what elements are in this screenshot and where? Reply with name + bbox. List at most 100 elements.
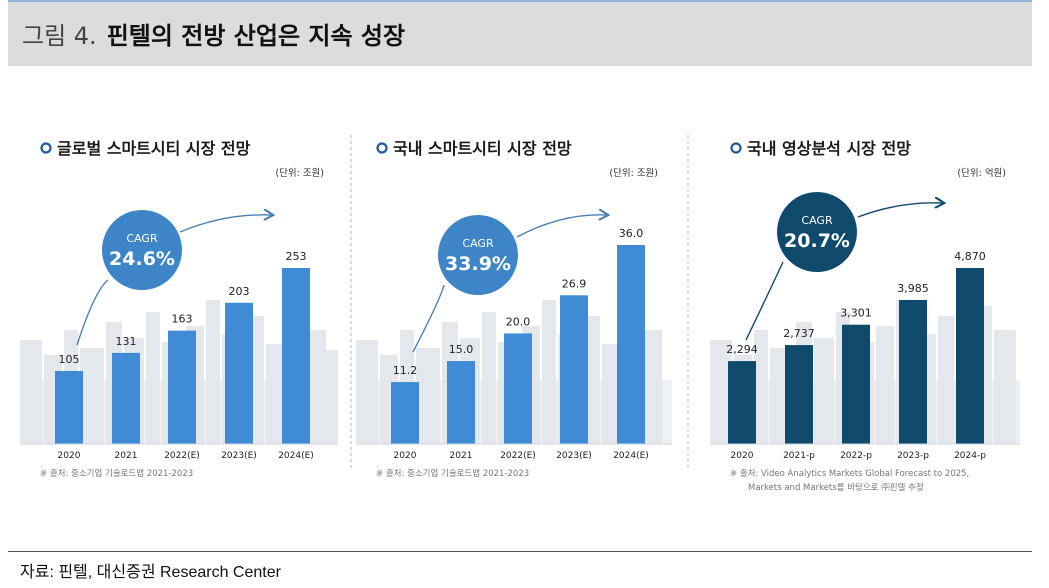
chart-unit: (단위: 조원) — [609, 167, 658, 179]
chart-panel-2: 국내 스마트시티 시장 전망 (단위: 조원) 11.2 2020 15.0 2021 20… — [356, 139, 672, 479]
bar-value-label: 253 — [286, 250, 307, 263]
growth-curve-line — [76, 279, 109, 346]
skyline-building — [640, 330, 662, 444]
bar-value-label: 2,294 — [726, 343, 758, 356]
growth-arrow-icon — [179, 215, 272, 233]
x-tick-label: 2023-p — [897, 451, 929, 461]
bar-value-label: 203 — [229, 285, 250, 298]
skyline-building — [938, 316, 954, 444]
bar-value-label: 15.0 — [449, 343, 474, 356]
growth-curve-line — [412, 284, 445, 353]
x-tick-label: 2020 — [58, 451, 81, 461]
title-bullet-icon — [376, 142, 388, 154]
footer-divider — [8, 551, 1032, 552]
figure-title: 그림 4. 핀텔의 전방 산업은 지속 성장 — [22, 16, 405, 51]
bar-2022(E) — [168, 330, 196, 444]
cagr-label: CAGR — [126, 232, 158, 245]
bar-2024(E) — [282, 268, 310, 444]
cagr-label: CAGR — [462, 237, 494, 250]
bar-2024-p — [956, 268, 984, 444]
bar-2021 — [447, 361, 475, 444]
bar-2022-p — [842, 324, 870, 444]
bar-value-label: 2,737 — [783, 327, 815, 340]
skyline-building — [416, 348, 440, 444]
x-tick-label: 2022(E) — [500, 451, 536, 461]
skyline-building — [754, 330, 768, 444]
growth-arrow-icon — [516, 215, 607, 238]
bar-value-label: 20.0 — [506, 315, 531, 328]
bar-2020 — [391, 382, 419, 444]
skyline-building — [814, 338, 834, 444]
title-bullet-icon — [730, 142, 742, 154]
bar-value-label: 26.9 — [562, 277, 587, 290]
x-tick-label: 2021-p — [783, 451, 815, 461]
bar-value-label: 163 — [172, 313, 193, 326]
figure-number: 그림 4. — [22, 22, 97, 50]
skyline-building — [710, 340, 732, 444]
x-tick-label: 2024(E) — [278, 451, 314, 461]
skyline-building — [356, 340, 378, 444]
bar-2020 — [728, 361, 756, 444]
x-tick-label: 2020 — [394, 451, 417, 461]
skyline-building — [482, 312, 496, 444]
figure-title-bar: 그림 4. 핀텔의 전방 산업은 지속 성장 — [8, 2, 1032, 66]
skyline-building — [320, 350, 338, 444]
chart-panel-3: 국내 영상분석 시장 전망 (단위: 억원) 2,294 2020 2,737 2021-… — [710, 139, 1020, 493]
cagr-value: 24.6% — [109, 248, 175, 270]
bar-2024(E) — [617, 245, 645, 444]
chart-unit: (단위: 조원) — [275, 167, 324, 179]
bar-2021 — [112, 352, 140, 444]
bar-value-label: 36.0 — [619, 227, 644, 240]
x-tick-label: 2022-p — [840, 451, 872, 461]
bar-2023(E) — [225, 302, 253, 444]
bar-2022(E) — [504, 333, 532, 444]
chart-source-note: ※ 출처: 중소기업 기술로드맵 2021-2023 — [376, 468, 529, 479]
chart-source-note-line2: Markets and Markets를 바탕으로 ㈜핀텔 추정 — [748, 482, 924, 493]
x-tick-label: 2021 — [115, 451, 138, 461]
x-tick-label: 2023(E) — [556, 451, 592, 461]
x-tick-label: 2024-p — [954, 451, 986, 461]
chart-panel-1: 글로벌 스마트시티 시장 전망 (단위: 조원) 105 2020 131 2021 163… — [20, 139, 338, 479]
skyline-building — [994, 330, 1016, 444]
chart-title: 국내 영상분석 시장 전망 — [747, 139, 911, 158]
cagr-badge — [438, 215, 518, 295]
bar-2021-p — [785, 345, 813, 444]
skyline-building — [20, 340, 42, 444]
chart-source-note: ※ 출처: 중소기업 기술로드맵 2021-2023 — [40, 468, 193, 479]
skyline-building — [80, 348, 104, 444]
skyline-building — [206, 300, 220, 444]
skyline-building — [876, 326, 894, 444]
cagr-value: 20.7% — [784, 230, 850, 252]
x-tick-label: 2020 — [731, 451, 754, 461]
x-tick-label: 2024(E) — [613, 451, 649, 461]
top-accent-line — [8, 0, 1032, 2]
bar-value-label: 3,301 — [840, 307, 872, 320]
x-tick-label: 2022(E) — [164, 451, 200, 461]
title-bullet-icon — [40, 142, 52, 154]
chart-title: 국내 스마트시티 시장 전망 — [393, 139, 572, 158]
chart-unit: (단위: 억원) — [957, 167, 1006, 179]
cagr-label: CAGR — [801, 214, 833, 227]
x-tick-label: 2023(E) — [221, 451, 257, 461]
bar-value-label: 3,985 — [897, 282, 929, 295]
bar-2023(E) — [560, 295, 588, 444]
bar-2023-p — [899, 299, 927, 444]
growth-curve-line — [745, 261, 784, 341]
skyline-building — [266, 344, 286, 444]
chart-source-note: ※ 출처: Video Analytics Markets Global For… — [730, 468, 969, 479]
bar-value-label: 11.2 — [393, 364, 418, 377]
chart-title: 글로벌 스마트시티 시장 전망 — [57, 139, 251, 158]
footer-source: 자료: 핀텔, 대신증권 Research Center — [20, 564, 281, 581]
skyline-building — [542, 300, 556, 444]
cagr-value: 33.9% — [445, 253, 511, 275]
bar-2020 — [55, 370, 83, 444]
cagr-badge — [102, 210, 182, 290]
x-tick-label: 2021 — [450, 451, 473, 461]
bar-value-label: 4,870 — [954, 250, 986, 263]
bar-value-label: 131 — [116, 335, 137, 348]
growth-arrow-icon — [857, 203, 943, 218]
figure-title-text: 핀텔의 전방 산업은 지속 성장 — [106, 22, 406, 50]
skyline-building — [146, 312, 160, 444]
cagr-badge — [777, 192, 857, 272]
